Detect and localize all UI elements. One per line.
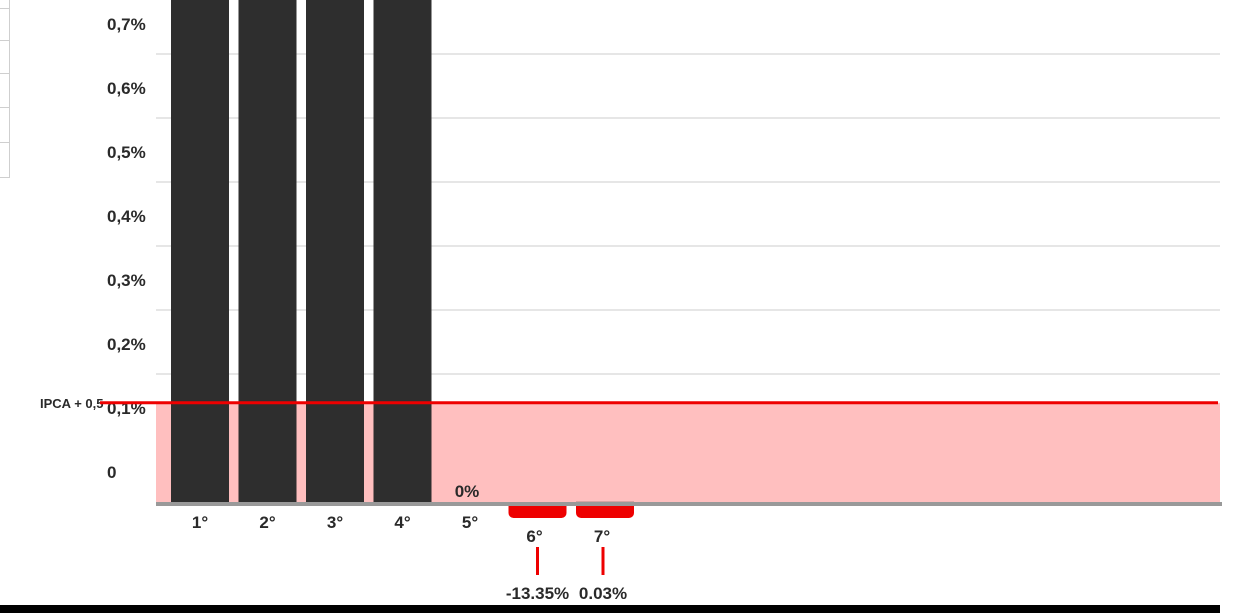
data-label: 0% — [455, 482, 480, 501]
x-category-label: 1° — [192, 513, 208, 532]
x-category-label: 6° — [526, 527, 542, 546]
negative-bar-stub — [508, 504, 567, 518]
bar — [238, 0, 297, 502]
y-tick-label: 0,4% — [107, 207, 146, 226]
y-tick-label: 0,6% — [107, 79, 146, 98]
table-divider — [0, 177, 9, 178]
bottom-border — [0, 605, 1220, 613]
bar — [306, 0, 364, 502]
benchmark-label: IPCA + 0,5 — [40, 396, 103, 411]
data-label: 0.03% — [579, 584, 627, 603]
y-tick-label: 0,5% — [107, 143, 146, 162]
y-tick-label: 0,7% — [107, 15, 146, 34]
x-category-label: 3° — [327, 513, 343, 532]
table-divider — [0, 73, 9, 74]
y-tick-label: 0 — [107, 463, 116, 482]
data-label: -13.35% — [506, 584, 569, 603]
left-table-fragment — [0, 0, 10, 178]
x-category-label: 2° — [259, 513, 275, 532]
x-axis-line — [156, 502, 1222, 506]
bar — [373, 0, 432, 502]
negative-bar-stub — [576, 504, 634, 518]
y-tick-label: 0,2% — [107, 335, 146, 354]
y-tick-label: 0,3% — [107, 271, 146, 290]
table-divider — [0, 8, 9, 9]
bars-layer — [171, 0, 634, 575]
table-divider — [0, 142, 9, 143]
x-category-label: 4° — [394, 513, 410, 532]
labels-layer: 00,1%0,2%0,3%0,4%0,5%0,6%0,7%IPCA + 0,51… — [40, 15, 1222, 603]
table-divider — [0, 107, 9, 108]
x-category-label: 5° — [462, 513, 478, 532]
bar — [171, 0, 229, 502]
x-category-label: 7° — [594, 527, 610, 546]
table-divider — [0, 40, 9, 41]
